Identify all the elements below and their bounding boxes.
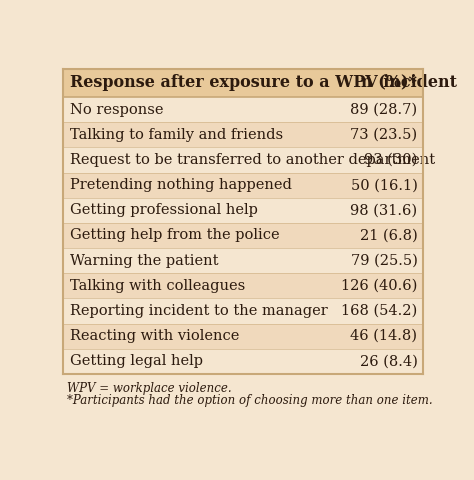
Text: 168 (54.2): 168 (54.2) [341,304,418,318]
Text: 98 (31.6): 98 (31.6) [350,204,418,217]
Text: 46 (14.8): 46 (14.8) [350,329,418,343]
Text: 26 (8.4): 26 (8.4) [360,354,418,368]
Text: 89 (28.7): 89 (28.7) [350,103,418,117]
FancyBboxPatch shape [63,348,423,374]
Text: Getting professional help: Getting professional help [70,204,258,217]
FancyBboxPatch shape [63,173,423,198]
Text: Reacting with violence: Reacting with violence [70,329,240,343]
Text: No response: No response [70,103,164,117]
Text: Talking with colleagues: Talking with colleagues [70,279,246,293]
Text: Reporting incident to the manager: Reporting incident to the manager [70,304,328,318]
Text: Request to be transferred to another department: Request to be transferred to another dep… [70,153,436,167]
FancyBboxPatch shape [63,147,423,173]
FancyBboxPatch shape [63,122,423,147]
Text: 73 (23.5): 73 (23.5) [350,128,418,142]
Text: 126 (40.6): 126 (40.6) [341,279,418,293]
Text: *Participants had the option of choosing more than one item.: *Participants had the option of choosing… [66,394,432,407]
Text: Pretending nothing happened: Pretending nothing happened [70,178,292,192]
Text: Response after exposure to a WPV incident: Response after exposure to a WPV inciden… [70,74,457,91]
FancyBboxPatch shape [63,69,423,97]
FancyBboxPatch shape [63,299,423,324]
Text: Warning the patient: Warning the patient [70,253,219,268]
FancyBboxPatch shape [63,324,423,348]
Text: 50 (16.1): 50 (16.1) [351,178,418,192]
Text: WPV = workplace violence.: WPV = workplace violence. [66,382,231,395]
FancyBboxPatch shape [63,198,423,223]
Text: Getting legal help: Getting legal help [70,354,203,368]
FancyBboxPatch shape [63,248,423,273]
Text: 93 (30): 93 (30) [364,153,418,167]
FancyBboxPatch shape [63,223,423,248]
Text: 21 (6.8): 21 (6.8) [360,228,418,242]
Text: Getting help from the police: Getting help from the police [70,228,280,242]
FancyBboxPatch shape [63,97,423,122]
Text: 79 (25.5): 79 (25.5) [351,253,418,268]
Text: n (%)*: n (%)* [361,74,418,91]
Text: Talking to family and friends: Talking to family and friends [70,128,283,142]
FancyBboxPatch shape [63,273,423,299]
